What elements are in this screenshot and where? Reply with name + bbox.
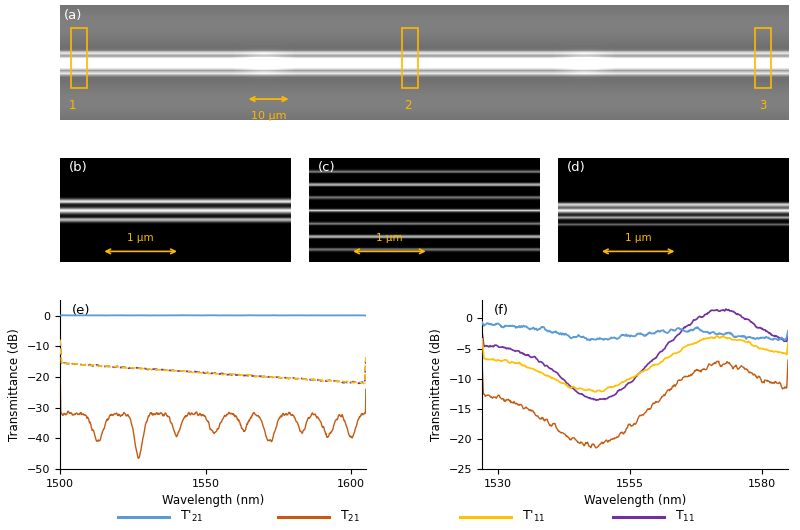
Text: 1 μm: 1 μm xyxy=(625,233,651,243)
Bar xyxy=(402,28,418,87)
Y-axis label: Transmittance (dB): Transmittance (dB) xyxy=(430,329,443,441)
Text: (e): (e) xyxy=(72,304,90,317)
Text: (d): (d) xyxy=(567,161,586,174)
Text: 1 μm: 1 μm xyxy=(127,233,154,243)
Text: 3: 3 xyxy=(759,99,766,112)
Text: (f): (f) xyxy=(494,304,510,317)
Text: 1 μm: 1 μm xyxy=(376,233,402,243)
Text: T'$_{21}$: T'$_{21}$ xyxy=(180,509,204,524)
Bar xyxy=(71,28,87,87)
Text: T$_{21}$: T$_{21}$ xyxy=(340,509,360,524)
X-axis label: Wavelength (nm): Wavelength (nm) xyxy=(162,494,264,507)
Text: T'$_{11}$: T'$_{11}$ xyxy=(522,509,546,524)
Text: 10 μm: 10 μm xyxy=(251,111,286,120)
Y-axis label: Transmittance (dB): Transmittance (dB) xyxy=(8,329,22,441)
X-axis label: Wavelength (nm): Wavelength (nm) xyxy=(584,494,686,507)
Text: T$_{11}$: T$_{11}$ xyxy=(675,509,695,524)
Text: 2: 2 xyxy=(404,99,412,112)
Text: (c): (c) xyxy=(318,161,336,174)
Text: (b): (b) xyxy=(70,161,88,174)
Text: 1: 1 xyxy=(69,99,76,112)
Text: (a): (a) xyxy=(64,8,82,22)
Bar xyxy=(755,28,771,87)
